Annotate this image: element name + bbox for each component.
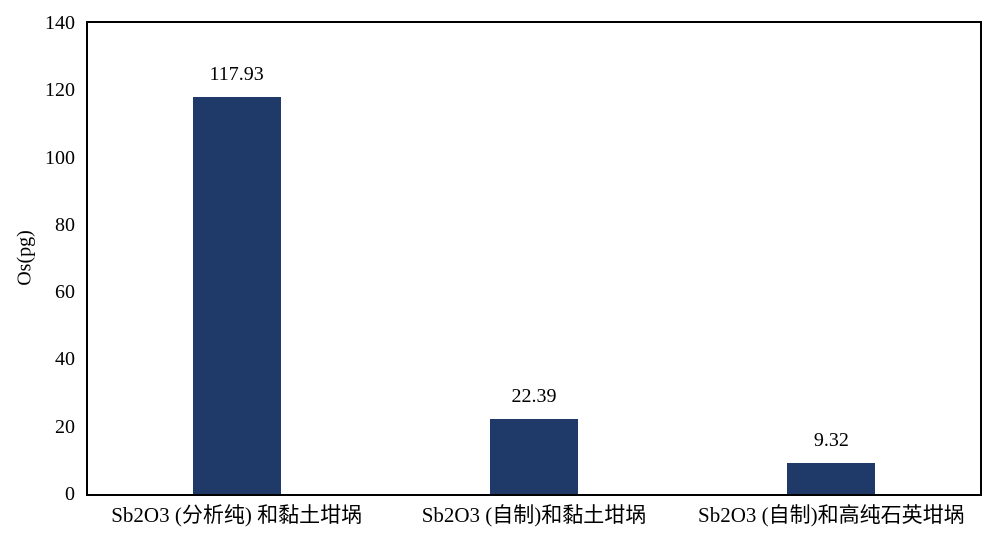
bar-value-label: 9.32 bbox=[813, 428, 849, 451]
x-category-label: Sb2O3 (自制)和高纯石英坩埚 bbox=[698, 503, 965, 527]
y-tick-label: 120 bbox=[45, 79, 75, 102]
x-category-label: Sb2O3 (分析纯) 和黏土坩埚 bbox=[111, 503, 363, 527]
y-axis-title: Os(pg) bbox=[13, 230, 36, 286]
bar-value-label: 22.39 bbox=[511, 384, 557, 407]
x-category-label: Sb2O3 (自制)和黏土坩埚 bbox=[421, 503, 647, 527]
y-tick-label: 80 bbox=[55, 213, 75, 236]
bar bbox=[787, 462, 876, 494]
y-tick-label: 100 bbox=[45, 146, 75, 169]
bar bbox=[192, 97, 281, 494]
y-tick-label: 60 bbox=[55, 281, 75, 304]
bar-value-label: 117.93 bbox=[209, 63, 264, 86]
plot-area: 117.93 22.39 9.32 bbox=[86, 21, 982, 496]
y-tick-label: 20 bbox=[55, 415, 75, 438]
y-tick-label: 40 bbox=[55, 348, 75, 371]
y-tick-label: 0 bbox=[65, 483, 75, 505]
bar bbox=[490, 418, 578, 494]
y-tick-label: 140 bbox=[45, 12, 75, 34]
